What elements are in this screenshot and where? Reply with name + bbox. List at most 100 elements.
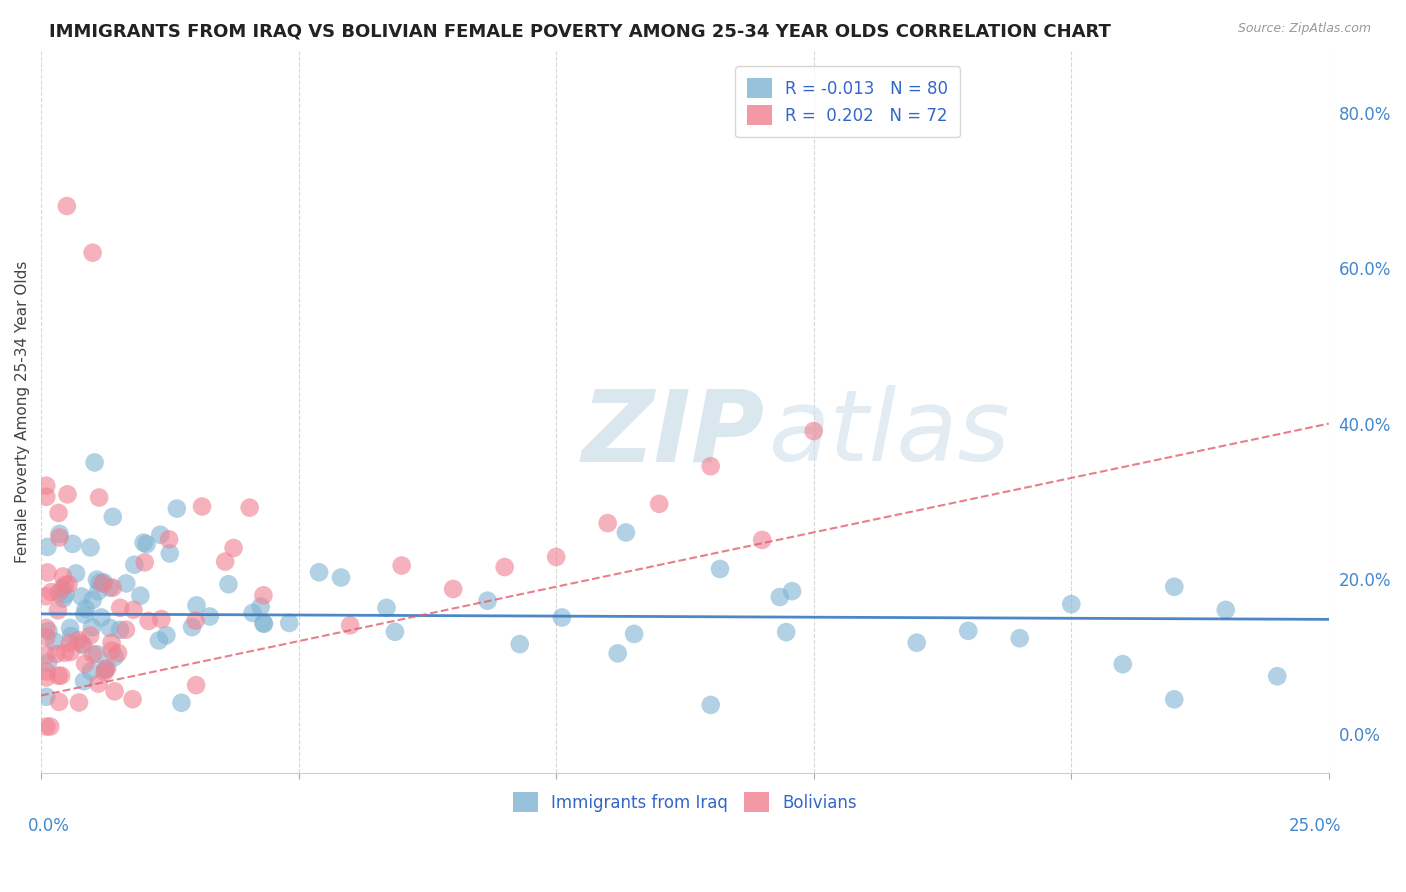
Point — [39, 720, 62, 734]
Point — [780, 584, 803, 599]
Point — [122, 603, 145, 617]
Point — [94, 662, 117, 676]
Text: atlas: atlas — [769, 385, 1011, 482]
Point — [48, 695, 70, 709]
Point — [129, 589, 152, 603]
Point — [150, 612, 173, 626]
Point — [35, 490, 58, 504]
Point — [1215, 603, 1237, 617]
Point — [70, 590, 93, 604]
Point — [44, 634, 66, 648]
Point — [253, 616, 276, 631]
Point — [110, 600, 132, 615]
Point — [48, 526, 70, 541]
Text: IMMIGRANTS FROM IRAQ VS BOLIVIAN FEMALE POVERTY AMONG 25-34 YEAR OLDS CORRELATIO: IMMIGRANTS FROM IRAQ VS BOLIVIAN FEMALE … — [49, 22, 1111, 40]
Point — [217, 577, 239, 591]
Point — [1060, 597, 1083, 611]
Point — [98, 621, 121, 635]
Point — [751, 533, 773, 547]
Point — [75, 657, 97, 671]
Point — [52, 569, 75, 583]
Point — [45, 647, 67, 661]
Point — [648, 497, 671, 511]
Point — [59, 621, 82, 635]
Point — [73, 674, 96, 689]
Point — [159, 546, 181, 560]
Point — [35, 648, 58, 662]
Point — [86, 647, 108, 661]
Point — [100, 635, 122, 649]
Point — [339, 618, 361, 632]
Point — [86, 573, 108, 587]
Point — [699, 698, 721, 712]
Point — [48, 585, 70, 599]
Point — [596, 516, 619, 530]
Text: 0.0%: 0.0% — [28, 816, 70, 835]
Point — [67, 633, 90, 648]
Point — [249, 599, 271, 614]
Point — [48, 669, 70, 683]
Point — [79, 628, 101, 642]
Point — [46, 603, 69, 617]
Point — [157, 533, 180, 547]
Point — [101, 581, 124, 595]
Point — [252, 588, 274, 602]
Point — [52, 591, 75, 606]
Point — [546, 549, 568, 564]
Point — [803, 424, 825, 438]
Point — [80, 665, 103, 679]
Point — [606, 646, 628, 660]
Point — [98, 581, 121, 595]
Point — [239, 500, 262, 515]
Point — [83, 455, 105, 469]
Point — [181, 620, 204, 634]
Point — [96, 661, 118, 675]
Text: 25.0%: 25.0% — [1289, 816, 1341, 835]
Point — [35, 479, 58, 493]
Legend: Immigrants from Iraq, Bolivians: Immigrants from Iraq, Bolivians — [506, 785, 865, 819]
Point — [35, 589, 58, 603]
Point — [184, 614, 207, 628]
Point — [93, 575, 115, 590]
Point — [170, 696, 193, 710]
Point — [67, 696, 90, 710]
Point — [59, 636, 82, 650]
Point — [699, 459, 721, 474]
Point — [82, 245, 104, 260]
Point — [100, 643, 122, 657]
Point — [59, 645, 82, 659]
Point — [214, 555, 236, 569]
Text: ZIP: ZIP — [582, 385, 765, 482]
Point — [551, 610, 574, 624]
Point — [91, 576, 114, 591]
Point — [35, 621, 58, 635]
Point — [101, 509, 124, 524]
Point — [104, 684, 127, 698]
Point — [477, 593, 499, 607]
Point — [35, 720, 58, 734]
Point — [198, 609, 221, 624]
Point — [769, 590, 792, 604]
Point — [775, 625, 797, 640]
Point — [135, 537, 157, 551]
Point — [149, 527, 172, 541]
Point — [614, 525, 637, 540]
Point — [108, 623, 131, 637]
Point — [329, 570, 352, 584]
Point — [39, 585, 62, 599]
Point — [53, 578, 76, 592]
Point — [93, 665, 115, 680]
Point — [87, 584, 110, 599]
Point — [308, 566, 330, 580]
Point — [104, 650, 127, 665]
Point — [1163, 692, 1185, 706]
Point — [509, 637, 531, 651]
Point — [124, 558, 146, 572]
Point — [89, 575, 111, 590]
Point — [55, 588, 77, 602]
Point — [166, 501, 188, 516]
Point — [82, 593, 104, 607]
Point — [49, 668, 72, 682]
Point — [65, 566, 87, 581]
Point — [391, 558, 413, 573]
